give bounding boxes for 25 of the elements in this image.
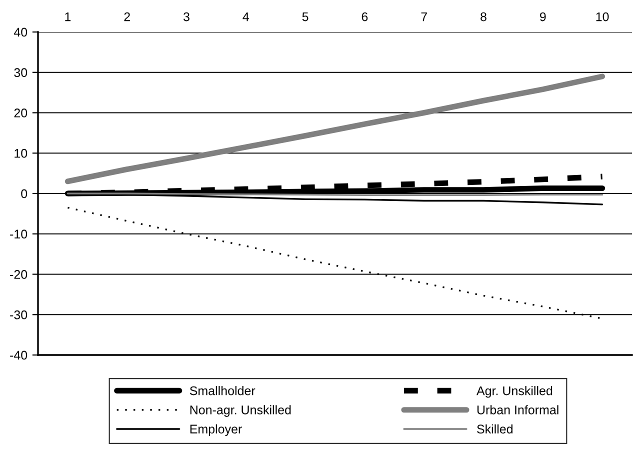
y-tick-label: 20	[14, 108, 28, 118]
x-tick-label: 10	[596, 12, 609, 22]
legend-label: Agr. Unskilled	[476, 386, 552, 398]
x-tick-label: 9	[540, 12, 546, 22]
x-tick-label: 2	[124, 12, 130, 22]
legend-label: Smallholder	[190, 386, 256, 396]
y-tick-label: 30	[14, 68, 28, 78]
y-tick-label: -20	[10, 270, 28, 279]
y-tick-label: 0	[21, 189, 28, 198]
y-tick-label: -30	[10, 310, 28, 320]
y-tick-label: 10	[14, 148, 28, 158]
legend-label: Skilled	[477, 424, 512, 434]
x-tick-label: 6	[362, 12, 368, 22]
x-tick-label: 7	[421, 12, 427, 22]
x-tick-label: 4	[242, 12, 250, 22]
legend-label: Urban Informal	[477, 405, 558, 414]
x-tick-label: 1	[65, 12, 71, 22]
x-tick-label: 3	[184, 12, 190, 22]
y-tick-label: -40	[10, 350, 28, 360]
x-tick-label: 5	[302, 12, 308, 22]
y-tick-label: 40	[14, 28, 28, 37]
y-tick-label: -10	[10, 230, 28, 239]
legend-label: Non-agr. Unskilled	[190, 405, 291, 417]
x-tick-label: 8	[480, 12, 486, 22]
legend-label: Employer	[190, 424, 242, 436]
